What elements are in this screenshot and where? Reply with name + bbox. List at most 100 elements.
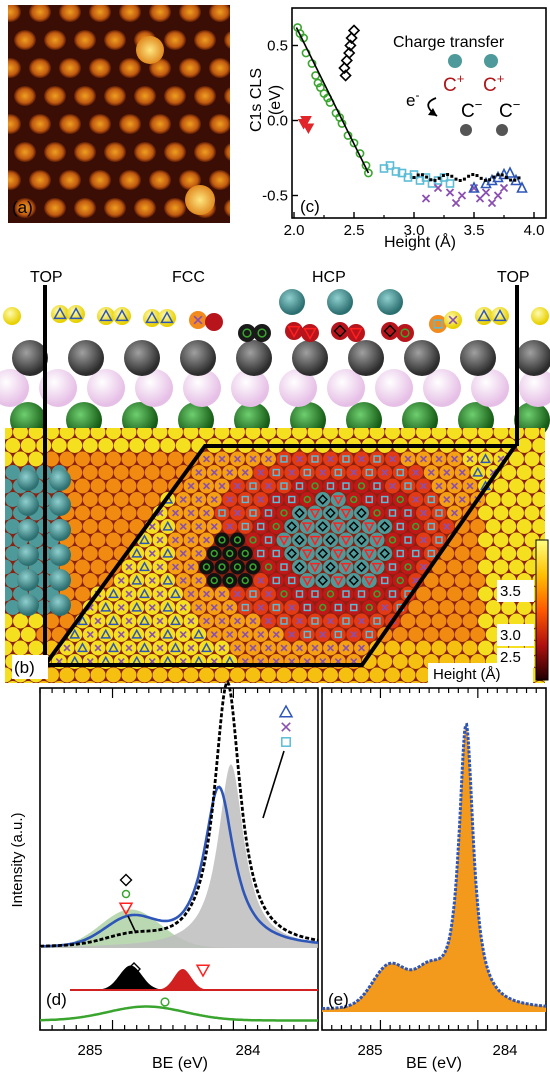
data-point-cyan-square: [445, 179, 455, 188]
lattice-atom: [385, 667, 400, 683]
marker-diamond: [127, 962, 141, 976]
lattice-atom: [67, 573, 83, 588]
lattice-atom: [276, 478, 292, 494]
spectrum-blue: [40, 785, 319, 948]
marker-cross: [171, 536, 180, 544]
lattice-atom: [299, 627, 315, 642]
lattice-atom: [292, 532, 307, 548]
marker-cross: [233, 482, 242, 490]
lattice-atom: [121, 451, 137, 467]
marker-cross: [187, 536, 195, 544]
marker-cross: [257, 576, 265, 585]
marker-cross: [117, 576, 125, 585]
lattice-atom: [82, 465, 98, 480]
lattice-atom: [516, 519, 532, 534]
lattice-atom: [400, 428, 416, 440]
lattice-atom: [338, 428, 354, 440]
lattice-atom: [323, 667, 338, 683]
marker-square: [435, 509, 443, 517]
data-point-black-diamond: [338, 61, 351, 75]
lattice-atom: [364, 681, 375, 683]
stm-blob: [74, 86, 96, 106]
lattice-atom: [392, 519, 408, 534]
lattice-atom: [532, 465, 545, 480]
lattice-atom: [268, 573, 284, 588]
teal-atom: [377, 289, 403, 315]
stm-blob: [14, 198, 36, 218]
marker-square: [381, 576, 389, 585]
lattice-atom: [348, 681, 359, 683]
lattice-atom: [292, 428, 307, 440]
marker-cross: [342, 644, 350, 652]
label-bg: [12, 655, 48, 679]
lattice-atom: [431, 505, 447, 521]
site-label-top-right: TOP: [497, 269, 530, 286]
lattice-atom: [276, 667, 292, 683]
marker-down-triangle: [303, 327, 317, 341]
lattice-atom: [98, 438, 114, 453]
lattice-atom: [175, 438, 191, 453]
lattice-atom: [302, 681, 313, 683]
lattice-atom: [317, 681, 328, 683]
lattice-atom: [160, 438, 176, 453]
lattice-atom: [253, 546, 269, 561]
marker-square: [241, 495, 249, 504]
lattice-atom: [193, 681, 204, 683]
lattice-atom: [307, 451, 323, 467]
marker-diamond: [348, 521, 359, 532]
teal-atom: [49, 469, 71, 491]
lattice-atom: [121, 505, 137, 521]
lattice-atom: [245, 505, 261, 521]
marker-cross: [257, 603, 265, 612]
component-green-line: [40, 1005, 318, 1022]
lattice-atom: [5, 478, 13, 494]
marker-down-triangle: [278, 535, 290, 546]
marker-cross: [443, 522, 451, 531]
lattice-atom: [462, 613, 478, 629]
marker-square: [303, 603, 311, 612]
marker-cross: [117, 630, 125, 639]
lattice-atom: [524, 505, 540, 521]
marker-circle: [160, 997, 170, 1007]
label-bg: [428, 663, 533, 685]
lattice-atom: [98, 465, 114, 480]
lattice-atom: [67, 600, 83, 615]
lattice-atom: [237, 519, 253, 534]
lattice-atom: [323, 478, 338, 494]
marker-square: [396, 522, 404, 531]
grey-atom: [460, 340, 496, 376]
stm-blob: [29, 5, 51, 22]
x-tick-label: 284: [492, 1042, 517, 1059]
lattice-atom: [392, 492, 408, 507]
marker-diamond: [119, 873, 133, 887]
marker-down-triangle: [287, 325, 301, 339]
marker-cross: [466, 455, 474, 463]
stm-blob: [104, 30, 126, 50]
marker-cross: [148, 549, 156, 558]
marker-square: [288, 576, 296, 585]
stm-blob: [14, 142, 36, 162]
teal-atom-icon: [484, 54, 498, 68]
lattice-atom: [292, 505, 307, 521]
lattice-atom: [90, 451, 106, 467]
lattice-atom: [82, 546, 98, 561]
lattice-atom: [286, 681, 297, 683]
lattice-atom: [214, 559, 230, 575]
marker-cross: [264, 455, 273, 463]
stm-blob: [8, 5, 21, 22]
stm-blob: [29, 58, 51, 78]
lattice-atom: [299, 465, 315, 480]
lattice-atom: [485, 600, 501, 615]
stm-blob: [29, 114, 51, 134]
marker-cross: [249, 644, 257, 652]
data-point-black-dash: [462, 177, 466, 181]
marker-cross: [148, 630, 156, 639]
lattice-atom: [44, 613, 59, 629]
marker-circle: [226, 576, 234, 585]
marker-cross: [295, 644, 304, 652]
lattice-atom: [516, 492, 532, 507]
data-point-black-diamond: [347, 24, 361, 37]
lattice-atom: [354, 586, 369, 602]
lattice-atom: [392, 465, 408, 480]
marker-cross: [156, 617, 164, 625]
